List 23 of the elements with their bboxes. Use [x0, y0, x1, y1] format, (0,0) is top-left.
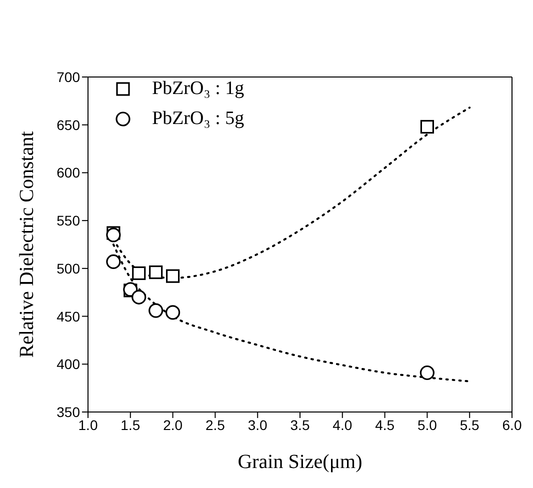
y-tick-label: 400 [56, 356, 80, 372]
x-axis-title: Grain Size(μm) [238, 451, 362, 473]
legend-label: PbZrO₃ : 1g [152, 77, 244, 101]
y-tick-label: 500 [56, 260, 80, 276]
x-tick-label: 1.0 [78, 416, 98, 433]
x-tick-label: 4.0 [332, 416, 352, 433]
x-tick-label: 1.5 [120, 416, 140, 433]
y-tick-label: 450 [56, 308, 80, 324]
x-tick-label: 2.0 [163, 416, 183, 433]
x-tick-label: 5.0 [417, 416, 438, 433]
y-tick-label: 350 [56, 404, 80, 420]
y-tick-label: 700 [56, 68, 80, 85]
x-tick-label: 4.5 [375, 416, 395, 433]
x-tick-label: 6.0 [502, 416, 522, 433]
x-tick-label: 3.5 [290, 416, 310, 433]
y-tick-label: 550 [56, 212, 80, 229]
x-tick-label: 3.0 [248, 416, 268, 433]
y-tick-label: 600 [56, 164, 80, 181]
x-tick-label: 5.5 [460, 416, 480, 433]
legend-label: PbZrO₃ : 5g [152, 107, 244, 131]
x-tick-label: 2.5 [205, 416, 226, 433]
y-tick-label: 650 [56, 116, 80, 133]
y-axis-title: Relative Dielectric Constant [16, 130, 38, 358]
